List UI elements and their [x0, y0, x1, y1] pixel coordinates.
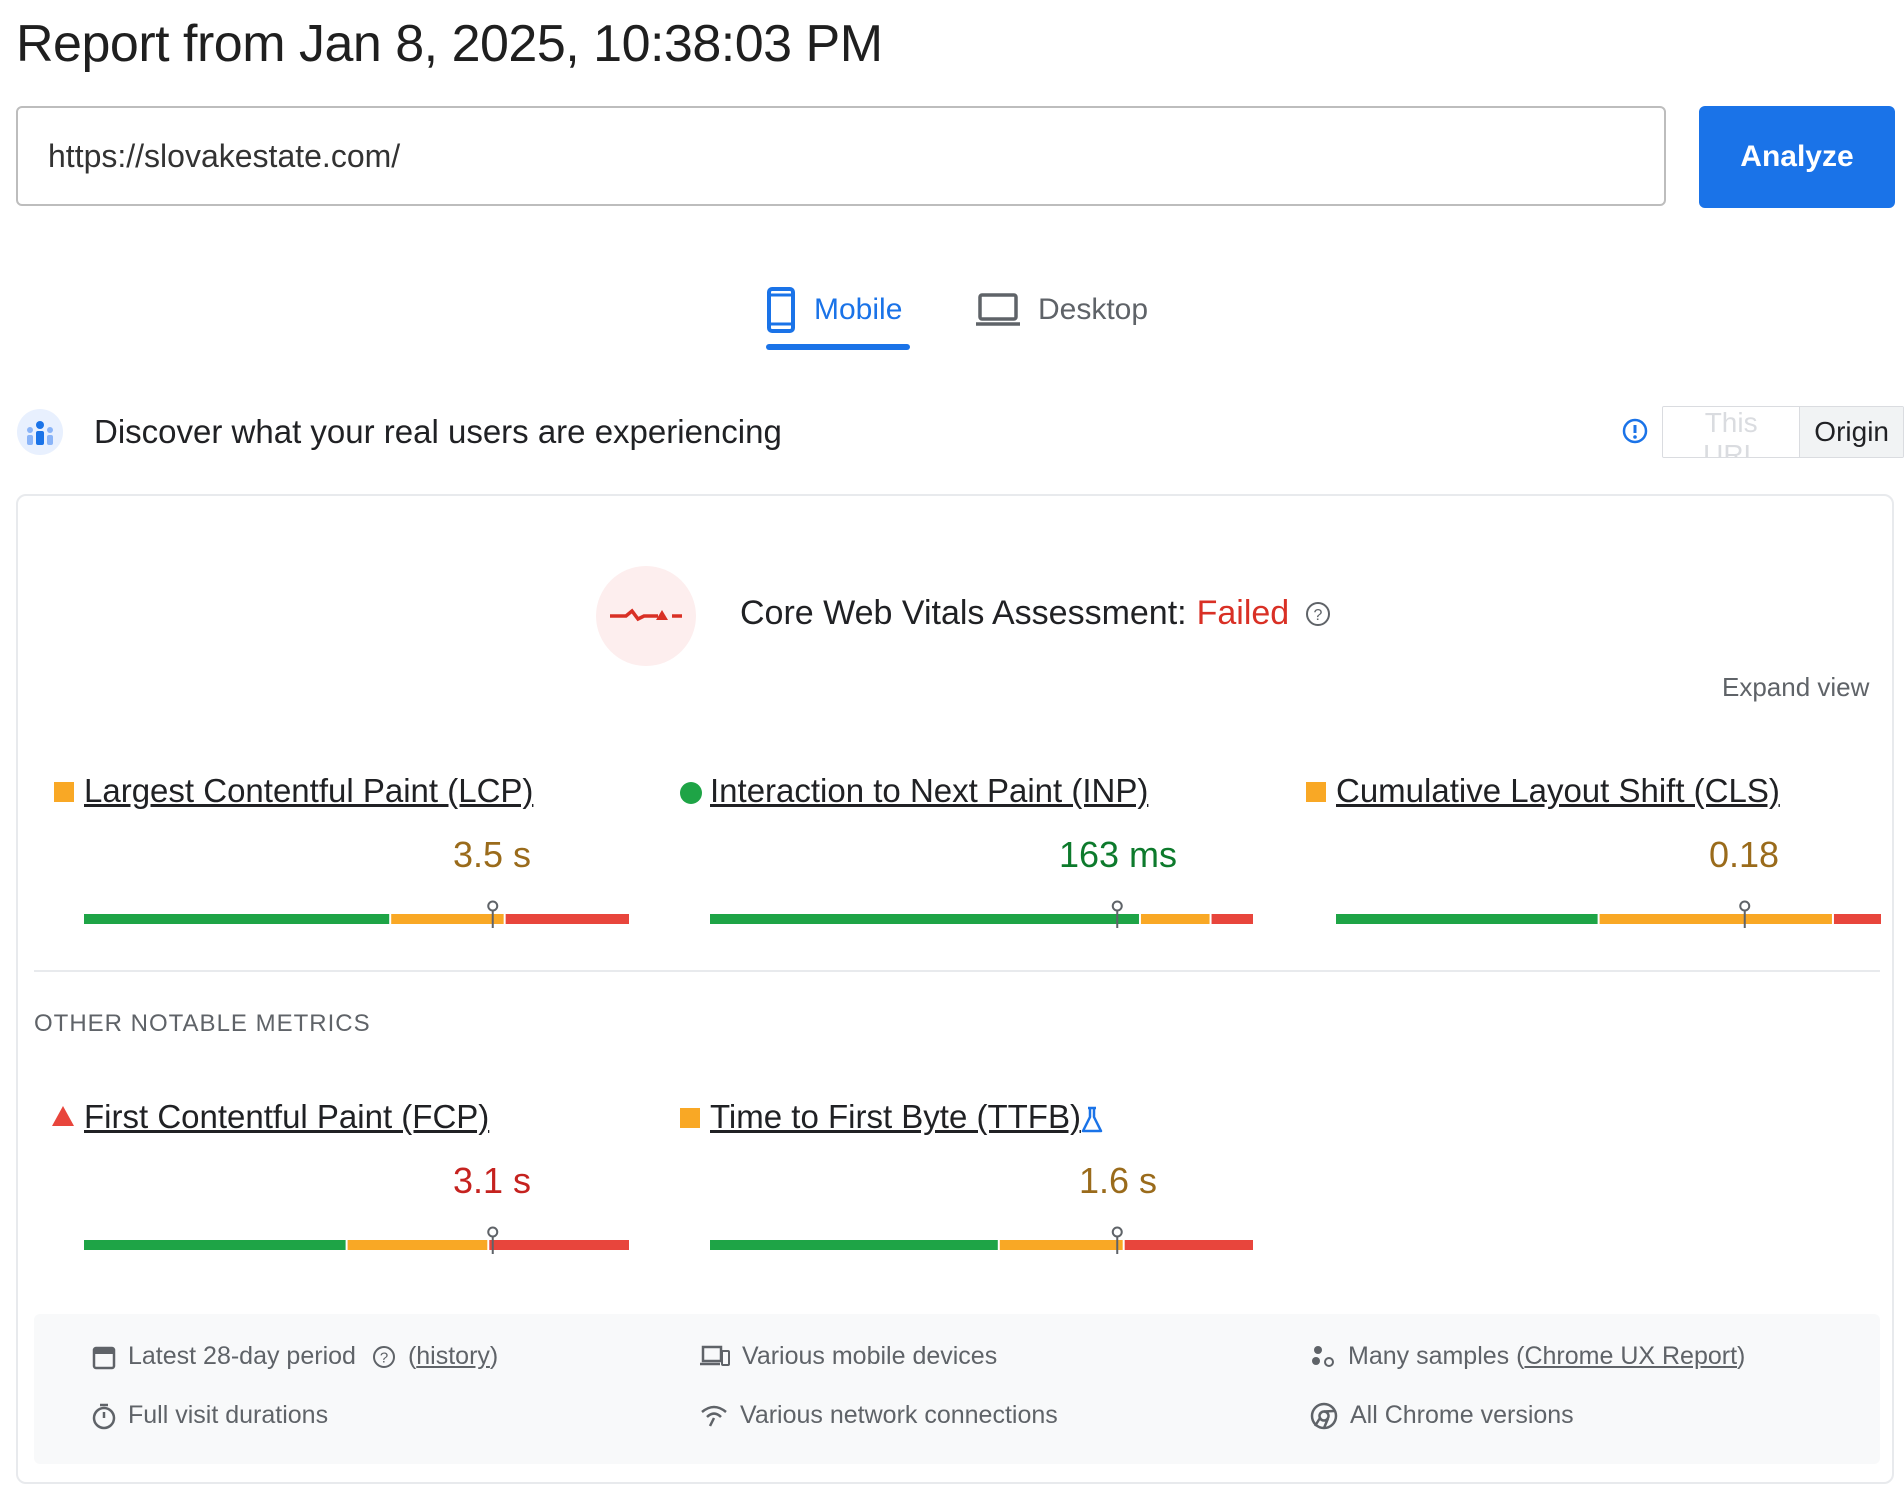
metric-name-link[interactable]: Interaction to Next Paint (INP): [710, 772, 1149, 809]
needs-improvement-segment: [1599, 914, 1832, 924]
samples-icon: [1312, 1345, 1334, 1367]
distribution-bar: [710, 900, 1253, 930]
history-paren-close: ): [489, 1342, 499, 1370]
distribution-bar-svg: [710, 1226, 1253, 1254]
svg-text:?: ?: [380, 1349, 388, 1366]
laptop-icon: [976, 293, 1020, 326]
samples-suffix: ): [1737, 1342, 1746, 1370]
needs-improvement-segment: [999, 1240, 1123, 1250]
footer-network: Various network connections: [700, 1401, 1058, 1430]
devices-label: Various mobile devices: [742, 1342, 998, 1370]
phone-icon: [767, 287, 795, 333]
history-paren-open: (: [407, 1342, 417, 1370]
metric-value: 3.1 s: [452, 1160, 532, 1201]
good-segment: [710, 1240, 998, 1250]
analyze-button[interactable]: Analyze: [1699, 106, 1895, 208]
distribution-bar-svg: [1336, 900, 1881, 928]
needs-improvement-segment: [347, 1240, 488, 1250]
assessment-label: Core Web Vitals Assessment:: [740, 594, 1187, 632]
chrome-icon: [1310, 1402, 1338, 1429]
crux-users-icon: [17, 409, 63, 455]
devices-icon: [700, 1345, 730, 1366]
stopwatch-icon: [92, 1403, 116, 1429]
chrome-ux-report-link[interactable]: Chrome UX Report: [1524, 1342, 1738, 1370]
metric-name-link[interactable]: First Contentful Paint (FCP): [84, 1098, 490, 1135]
poor-segment: [1124, 1240, 1253, 1250]
help-icon[interactable]: ?: [1305, 601, 1331, 627]
p75-marker: [1739, 900, 1751, 928]
field-data-footer: [34, 1314, 1880, 1464]
period-label: Latest 28-day period: [128, 1342, 356, 1370]
vitals-pulse-icon: [610, 608, 682, 622]
footer-chrome: All Chrome versions: [1310, 1401, 1574, 1430]
rating-square-icon: [1306, 782, 1326, 802]
metric-name-link[interactable]: Largest Contentful Paint (LCP): [84, 772, 534, 809]
url-origin-toggle: This URL Origin: [1662, 406, 1904, 458]
poor-segment: [1211, 914, 1253, 924]
help-icon[interactable]: ?: [372, 1345, 396, 1369]
good-segment: [710, 914, 1139, 924]
footer-samples: Many samples (Chrome UX Report): [1310, 1342, 1745, 1371]
rating-square-icon: [680, 1108, 700, 1128]
distribution-bar: [84, 900, 629, 930]
distribution-bar: [84, 1226, 629, 1256]
metric-name-link[interactable]: Cumulative Layout Shift (CLS): [1336, 772, 1780, 809]
info-icon[interactable]: [1622, 418, 1648, 444]
good-segment: [84, 914, 390, 924]
tab-mobile[interactable]: Mobile: [766, 270, 902, 350]
tab-desktop-label: Desktop: [1038, 293, 1149, 326]
distribution-bar: [710, 1226, 1253, 1256]
p75-marker: [1111, 1226, 1123, 1254]
footer-period: Latest 28-day period ? (history): [92, 1342, 498, 1371]
footer-devices: Various mobile devices: [700, 1342, 997, 1371]
rating-circle-icon: [680, 782, 702, 804]
metric-value: 0.18: [1708, 834, 1780, 875]
tab-mobile-label: Mobile: [814, 293, 903, 326]
field-data-title: Discover what your real users are experi…: [94, 413, 782, 450]
expand-view-link[interactable]: Expand view: [1722, 672, 1870, 702]
assessment-summary: Core Web Vitals Assessment: Failed ?: [740, 594, 1331, 633]
chrome-label: All Chrome versions: [1350, 1401, 1574, 1429]
url-input[interactable]: [16, 106, 1666, 206]
poor-segment: [489, 1240, 629, 1250]
poor-segment: [505, 914, 629, 924]
p75-marker: [1111, 900, 1123, 928]
history-link[interactable]: history: [416, 1342, 490, 1370]
samples-prefix: Many samples (: [1348, 1342, 1525, 1370]
calendar-icon: [92, 1346, 116, 1369]
metric-value: 163 ms: [1058, 834, 1178, 875]
footer-durations: Full visit durations: [92, 1401, 328, 1430]
page-title: Report from Jan 8, 2025, 10:38:03 PM: [16, 15, 883, 73]
p75-marker: [487, 900, 499, 928]
metric-value: 1.6 s: [1078, 1160, 1158, 1201]
network-label: Various network connections: [740, 1401, 1058, 1429]
other-metrics-heading: OTHER NOTABLE METRICS: [34, 1010, 371, 1037]
distribution-bar-svg: [710, 900, 1253, 928]
good-segment: [84, 1240, 346, 1250]
needs-improvement-segment: [1140, 914, 1210, 924]
assessment-status: Failed: [1196, 594, 1290, 632]
poor-segment: [1833, 914, 1881, 924]
section-divider: [34, 970, 1880, 972]
svg-text:?: ?: [1314, 607, 1323, 624]
flask-icon: [1081, 1106, 1103, 1133]
distribution-bar-svg: [84, 1226, 629, 1254]
good-segment: [1336, 914, 1598, 924]
rating-triangle-icon: [52, 1106, 74, 1126]
distribution-bar-svg: [84, 900, 629, 928]
active-tab-indicator: [766, 344, 910, 350]
assessment-icon-bg: [596, 566, 696, 666]
needs-improvement-segment: [391, 914, 504, 924]
toggle-origin[interactable]: Origin: [1800, 407, 1903, 457]
field-data-card: [16, 494, 1894, 1484]
durations-label: Full visit durations: [128, 1401, 329, 1429]
toggle-this-url[interactable]: This URL: [1663, 407, 1801, 457]
metric-value: 3.5 s: [452, 834, 532, 875]
metric-name-link[interactable]: Time to First Byte (TTFB): [710, 1098, 1081, 1135]
p75-marker: [487, 1226, 499, 1254]
rating-square-icon: [54, 782, 74, 802]
tab-desktop[interactable]: Desktop: [976, 270, 1148, 350]
signal-icon: [701, 1405, 727, 1427]
distribution-bar: [1336, 900, 1881, 930]
